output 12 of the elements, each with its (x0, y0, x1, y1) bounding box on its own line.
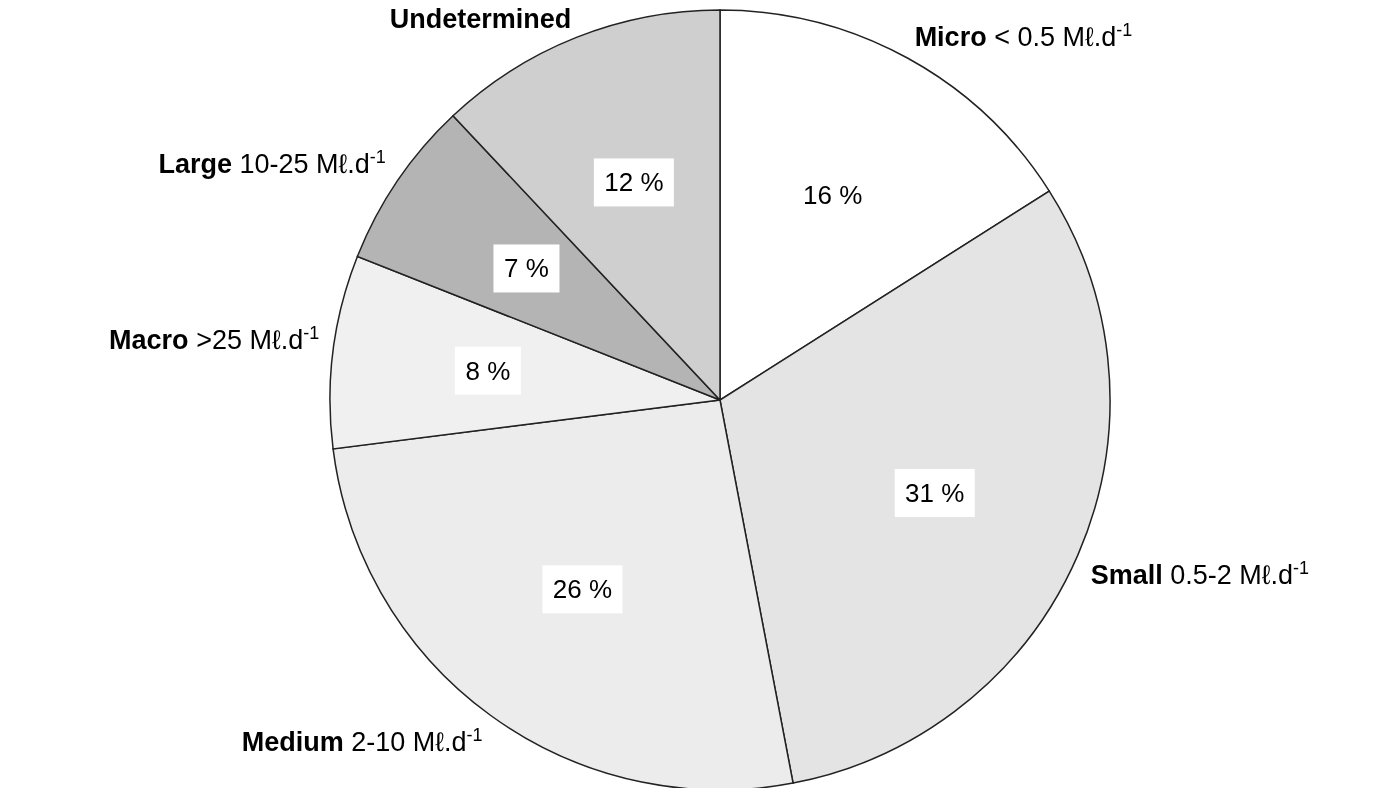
slice-label: Small 0.5-2 Mℓ.d$^{-1}$ (1090, 558, 1310, 591)
slice-label: Macro >25 Mℓ.d$^{-1}$ (109, 323, 320, 356)
slice-label: Medium 2-10 Mℓ.d$^{-1}$ (241, 724, 483, 757)
slice-label: Undetermined (389, 4, 572, 34)
data-label: 26 % (552, 574, 613, 605)
data-label: 8 % (465, 355, 511, 386)
data-label: 16 % (803, 179, 863, 210)
slice-label: Large 10-25 Mℓ.d$^{-1}$ (158, 146, 386, 179)
data-label: 12 % (604, 167, 664, 198)
data-label: 7 % (504, 253, 549, 284)
data-label: 31 % (905, 477, 965, 508)
slice-label: Micro < 0.5 Mℓ.d$^{-1}$ (914, 19, 1133, 52)
